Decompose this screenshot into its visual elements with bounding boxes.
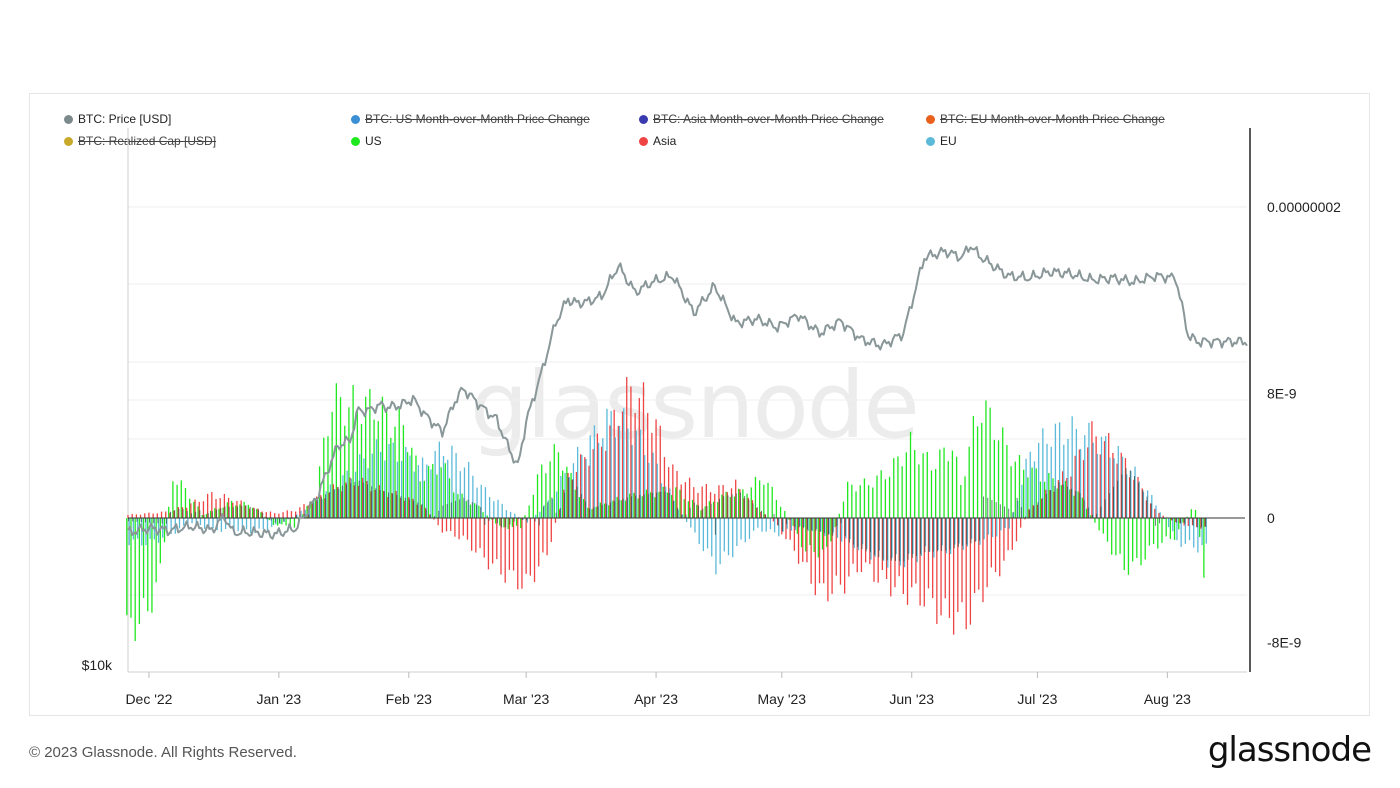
y-tick-label: 0.00000002 <box>1267 199 1341 215</box>
legend-dot-eu <box>926 136 935 146</box>
y-tick-label: 0 <box>1267 510 1275 526</box>
legend-item-asia-mom[interactable]: BTC: Asia Month-over-Month Price Change <box>639 112 884 126</box>
x-tick-label: Apr '23 <box>634 691 678 707</box>
legend-label: BTC: Realized Cap [USD] <box>78 134 217 148</box>
x-tick-label: Jun '23 <box>889 691 934 707</box>
legend-item-realized-cap[interactable]: BTC: Realized Cap [USD] <box>64 134 216 148</box>
x-tick-label: Feb '23 <box>386 691 432 707</box>
x-tick-label: Dec '22 <box>125 691 172 707</box>
legend-dot-btc-price <box>64 114 73 124</box>
x-tick-label: Jul '23 <box>1017 691 1057 707</box>
legend-label: BTC: Price [USD] <box>78 112 172 126</box>
legend-label: BTC: US Month-over-Month Price Change <box>365 112 590 126</box>
copyright-footer: © 2023 Glassnode. All Rights Reserved. <box>29 744 297 761</box>
legend-item-eu[interactable]: EU <box>926 134 957 148</box>
glassnode-logo: glassnode <box>1207 730 1372 770</box>
legend-item-eu-mom[interactable]: BTC: EU Month-over-Month Price Change <box>926 112 1165 126</box>
x-tick-label: Mar '23 <box>503 691 549 707</box>
legend-label: BTC: EU Month-over-Month Price Change <box>940 112 1165 126</box>
legend-dot-asia-mom <box>639 114 648 124</box>
price-line <box>127 245 1248 540</box>
legend-item-us-mom[interactable]: BTC: US Month-over-Month Price Change <box>351 112 590 126</box>
y-tick-label: 8E-9 <box>1267 386 1297 402</box>
legend-label: BTC: Asia Month-over-Month Price Change <box>653 112 884 126</box>
legend-label: Asia <box>653 134 677 148</box>
legend-dot-us-mom <box>351 114 360 124</box>
y-tick-label: -8E-9 <box>1267 634 1301 650</box>
x-tick-label: May '23 <box>758 691 807 707</box>
left-axis-label: $10k <box>82 657 113 673</box>
legend-dot-us <box>351 136 360 146</box>
legend-dot-asia <box>639 136 648 146</box>
legend: BTC: Price [USD] BTC: US Month-over-Mont… <box>30 94 1369 154</box>
legend-item-asia[interactable]: Asia <box>639 134 676 148</box>
watermark: glassnode <box>470 352 920 459</box>
x-tick-label: Aug '23 <box>1144 691 1191 707</box>
legend-dot-eu-mom <box>926 114 935 124</box>
legend-dot-realized-cap <box>64 136 73 146</box>
chart-panel: BTC: Price [USD] BTC: US Month-over-Mont… <box>29 93 1370 716</box>
legend-item-btc-price[interactable]: BTC: Price [USD] <box>64 112 171 126</box>
x-tick-label: Jan '23 <box>257 691 302 707</box>
legend-label: US <box>365 134 382 148</box>
legend-item-us[interactable]: US <box>351 134 382 148</box>
legend-label: EU <box>940 134 957 148</box>
